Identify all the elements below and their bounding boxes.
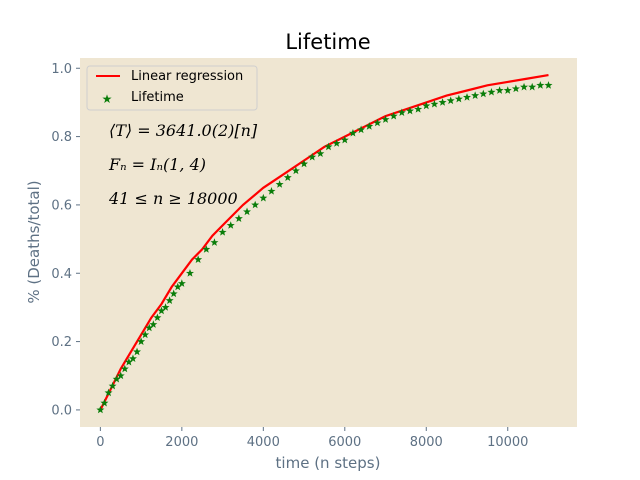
lifetime-point: [267, 187, 276, 195]
lifetime-point: [503, 86, 512, 94]
lifetime-point: [308, 152, 317, 161]
lifetime-point: [141, 330, 150, 339]
lifetime-point: [161, 303, 170, 311]
lifetime-point: [133, 347, 142, 356]
lifetime-point: [226, 221, 235, 229]
y-tick-label: 0.8: [51, 130, 72, 145]
lifetime-point: [316, 149, 325, 158]
annotation-range: 41 ≤ n ≥ 18000: [108, 189, 238, 208]
x-tick-label: 6000: [328, 435, 361, 450]
lifetime-point: [430, 99, 439, 108]
lifetime-point: [340, 135, 349, 144]
lifetime-point: [202, 245, 211, 253]
lifetime-point: [291, 166, 300, 175]
lifetime-point: [348, 128, 357, 137]
lifetime-point: [218, 228, 227, 236]
lifetime-point: [438, 98, 447, 106]
lifetime-point: [169, 289, 178, 298]
legend: Linear regression ★ Lifetime: [86, 65, 258, 111]
lifetime-point: [414, 105, 423, 113]
lifetime-point: [108, 381, 117, 390]
lifetime-point: [373, 118, 382, 127]
y-tick-label: 0.6: [51, 198, 72, 213]
x-tick-label: 10000: [487, 435, 528, 450]
lifetime-point: [100, 398, 109, 407]
x-tick-label: 8000: [410, 435, 443, 450]
lifetime-point: [422, 101, 431, 110]
lifetime-point: [536, 81, 545, 89]
annotation-mean: ⟨T⟩ = 3641.0(2)[n]: [109, 121, 258, 140]
lifetime-point: [544, 81, 553, 89]
lifetime-point: [446, 96, 455, 105]
lifetime-point: [365, 122, 374, 130]
lifetime-point: [153, 313, 162, 322]
lifetime-point: [357, 125, 366, 134]
x-tick-label: 2000: [165, 435, 198, 450]
x-tick-label: 4000: [247, 435, 280, 450]
lifetime-point: [300, 159, 309, 168]
legend-label-lifetime: Lifetime: [131, 90, 184, 105]
lifetime-point: [234, 214, 243, 222]
lifetime-point: [381, 115, 390, 123]
lifetime-point: [487, 87, 496, 96]
lifetime-point: [528, 82, 537, 91]
lifetime-point: [471, 91, 480, 99]
y-axis: 0.0 0.2 0.4 0.6 0.8 1.0: [51, 62, 80, 418]
lifetime-point: [479, 89, 488, 98]
lifetime-point: [259, 193, 268, 202]
lifetime-point: [210, 238, 219, 246]
lifetime-point: [397, 108, 406, 117]
lifetime-point: [173, 282, 182, 291]
plot-area: [80, 58, 577, 427]
legend-star-icon: ★: [102, 92, 113, 106]
x-axis: 0 2000 4000 6000 8000 10000: [96, 427, 528, 450]
lifetime-point: [157, 306, 166, 315]
regression-line: [99, 74, 549, 411]
lifetime-point: [332, 139, 341, 147]
x-tick-label: 0: [96, 435, 104, 450]
lifetime-point: [511, 84, 520, 93]
lifetime-point: [116, 371, 125, 380]
legend-box: [86, 65, 258, 111]
lifetime-point: [251, 200, 260, 209]
lifetime-point: [463, 93, 471, 101]
lifetime-point: [520, 82, 529, 91]
y-tick-label: 0.0: [51, 403, 72, 418]
legend-label-regression: Linear regression: [131, 69, 243, 84]
lifetime-point: [275, 180, 284, 188]
x-axis-label: time (n steps): [276, 454, 381, 472]
lifetime-point: [186, 269, 194, 277]
lifetime-point: [124, 357, 133, 366]
lifetime-point: [137, 337, 146, 345]
annotation-function: Fₙ = Iₙ(1, 4): [108, 155, 206, 174]
lifetime-point: [120, 364, 129, 373]
lifetime-point: [194, 255, 203, 263]
lifetime-point: [495, 86, 504, 94]
lifetime-point: [128, 354, 137, 363]
lifetime-point: [112, 374, 121, 383]
chart-title: Lifetime: [285, 30, 370, 54]
lifetime-series: [96, 81, 553, 414]
regression-series: [99, 74, 549, 411]
lifetime-point: [145, 323, 154, 332]
lifetime-point: [283, 173, 292, 181]
y-tick-label: 0.4: [51, 267, 72, 282]
y-axis-label: % (Deaths/total): [25, 180, 43, 303]
lifetime-point: [149, 320, 158, 328]
lifetime-point: [405, 106, 414, 115]
lifetime-point: [104, 388, 113, 397]
lifetime-point: [454, 94, 463, 103]
lifetime-point: [177, 279, 186, 287]
lifetime-point: [389, 111, 398, 120]
y-tick-label: 1.0: [51, 62, 72, 77]
lifetime-point: [324, 142, 333, 151]
lifetime-point: [243, 207, 252, 216]
lifetime-point: [96, 405, 105, 414]
y-tick-label: 0.2: [51, 335, 72, 350]
lifetime-point: [165, 296, 174, 304]
